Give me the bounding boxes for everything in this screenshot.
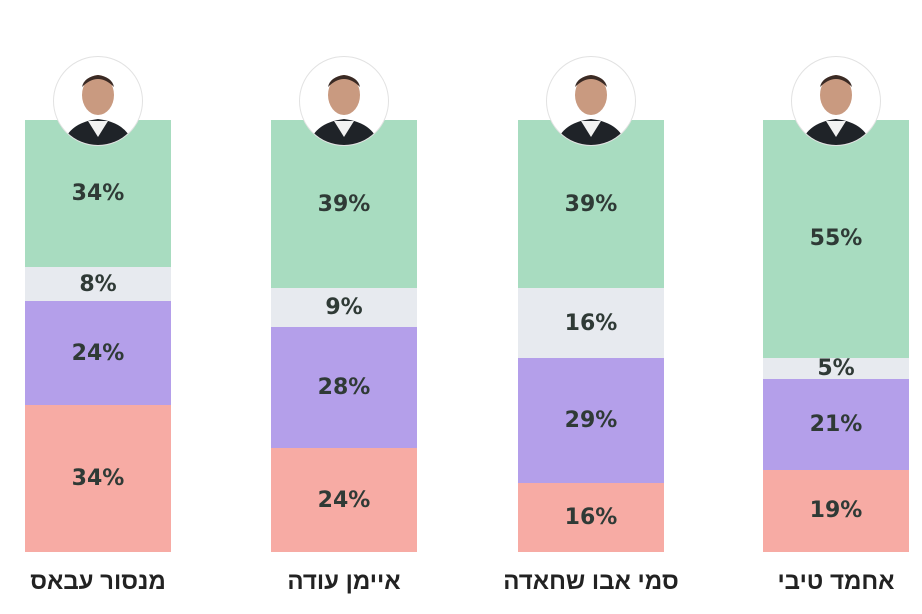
data-label: 55% — [809, 226, 863, 252]
data-label: 29% — [564, 407, 618, 433]
bar-segment: 16% — [518, 288, 664, 358]
bar-segment: 55% — [763, 120, 909, 358]
category-label: מנסור עבאס — [30, 568, 166, 595]
bar-segment: 5% — [763, 355, 909, 381]
bar-segment: 21% — [763, 379, 909, 470]
candidate-avatar — [546, 56, 636, 146]
bar-stack: 39% 9% 28% 24% — [271, 120, 417, 552]
data-label: 39% — [564, 191, 618, 217]
person-photo-icon — [308, 75, 380, 145]
bar-segment: 39% — [271, 120, 417, 289]
bar-segment: 24% — [25, 301, 171, 406]
bar-segment: 34% — [25, 405, 171, 552]
bar-segment: 8% — [25, 266, 171, 302]
bar-stack: 34% 8% 24% 34% — [25, 120, 171, 552]
person-photo-icon — [62, 75, 134, 145]
bar-segment: 9% — [271, 288, 417, 328]
bar-segment: 29% — [518, 357, 664, 483]
data-label: 16% — [564, 504, 618, 530]
bar-segment: 24% — [271, 448, 417, 552]
category-label: איימן עודה — [287, 568, 401, 595]
data-label: 19% — [809, 498, 863, 524]
data-label: 5% — [817, 355, 855, 381]
person-photo-icon — [555, 75, 627, 145]
bar-stack: 39% 16% 29% 16% — [518, 120, 664, 552]
data-label: 16% — [564, 310, 618, 336]
bar-segment: 16% — [518, 482, 664, 552]
data-label: 28% — [317, 375, 371, 401]
data-label: 24% — [71, 340, 125, 366]
data-label: 8% — [79, 271, 117, 297]
data-label: 39% — [317, 191, 371, 217]
bar-stack: 55% 5% 21% 19% — [763, 120, 909, 552]
bar-segment: 39% — [518, 120, 664, 289]
candidate-avatar — [53, 56, 143, 146]
person-photo-icon — [800, 75, 872, 145]
category-label: סמי אבו שחאדה — [503, 568, 679, 595]
data-label: 21% — [809, 412, 863, 438]
bar-segment: 28% — [271, 327, 417, 449]
data-label: 9% — [325, 295, 363, 321]
bar-segment: 19% — [763, 469, 909, 552]
data-label: 34% — [71, 180, 125, 206]
candidate-avatar — [299, 56, 389, 146]
data-label: 24% — [317, 487, 371, 513]
data-label: 34% — [71, 466, 125, 492]
category-label: אחמד טיבי — [777, 568, 895, 595]
candidate-avatar — [791, 56, 881, 146]
